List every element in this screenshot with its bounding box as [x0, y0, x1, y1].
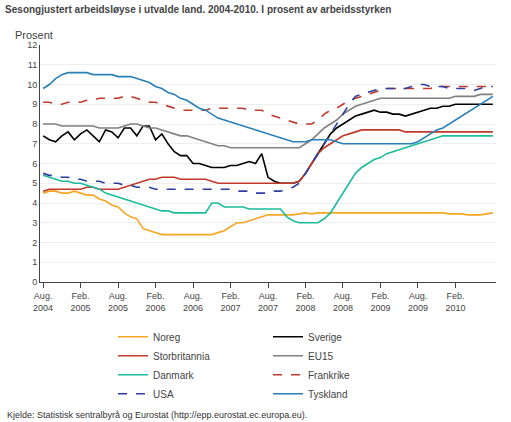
svg-text:Kjelde: Statistisk sentralbyrå: Kjelde: Statistisk sentralbyrå og Eurost…: [7, 410, 307, 420]
svg-text:10: 10: [27, 80, 37, 90]
svg-text:Feb.2008: Feb.2008: [295, 291, 315, 313]
svg-text:Noreg: Noreg: [153, 332, 180, 343]
svg-text:Feb.2005: Feb.2005: [71, 291, 91, 313]
svg-text:Aug.2005: Aug.2005: [108, 291, 128, 313]
svg-text:Feb.2007: Feb.2007: [221, 291, 241, 313]
svg-text:Aug.2004: Aug.2004: [33, 291, 53, 313]
svg-text:USA: USA: [153, 389, 174, 400]
svg-text:Tyskland: Tyskland: [308, 389, 347, 400]
svg-text:2: 2: [32, 238, 37, 248]
svg-text:Prosent: Prosent: [15, 29, 53, 41]
svg-text:11: 11: [28, 60, 37, 70]
svg-text:Danmark: Danmark: [153, 370, 195, 381]
svg-text:6: 6: [32, 159, 37, 169]
svg-text:Aug.2006: Aug.2006: [183, 291, 203, 313]
svg-text:Storbritannia: Storbritannia: [153, 351, 210, 362]
svg-text:Frankrike: Frankrike: [308, 370, 350, 381]
svg-text:7: 7: [32, 139, 37, 149]
svg-text:Feb.2006: Feb.2006: [146, 291, 166, 313]
svg-text:9: 9: [32, 99, 37, 109]
svg-text:Sverige: Sverige: [308, 332, 342, 343]
svg-text:Aug.2009: Aug.2009: [408, 291, 428, 313]
svg-text:3: 3: [32, 218, 37, 228]
svg-text:Feb.2010: Feb.2010: [445, 291, 465, 313]
svg-text:Aug.2008: Aug.2008: [333, 291, 353, 313]
svg-text:4: 4: [32, 198, 37, 208]
svg-text:0: 0: [32, 277, 37, 287]
svg-text:EU15: EU15: [308, 351, 333, 362]
svg-text:1: 1: [32, 257, 37, 267]
svg-text:Aug.2007: Aug.2007: [258, 291, 278, 313]
svg-text:Sesongjustert arbeidsløyse i u: Sesongjustert arbeidsløyse i utvalde lan…: [5, 4, 391, 15]
svg-text:8: 8: [32, 119, 37, 129]
svg-text:Feb.2009: Feb.2009: [370, 291, 390, 313]
svg-text:5: 5: [32, 178, 37, 188]
svg-text:12: 12: [27, 40, 37, 50]
